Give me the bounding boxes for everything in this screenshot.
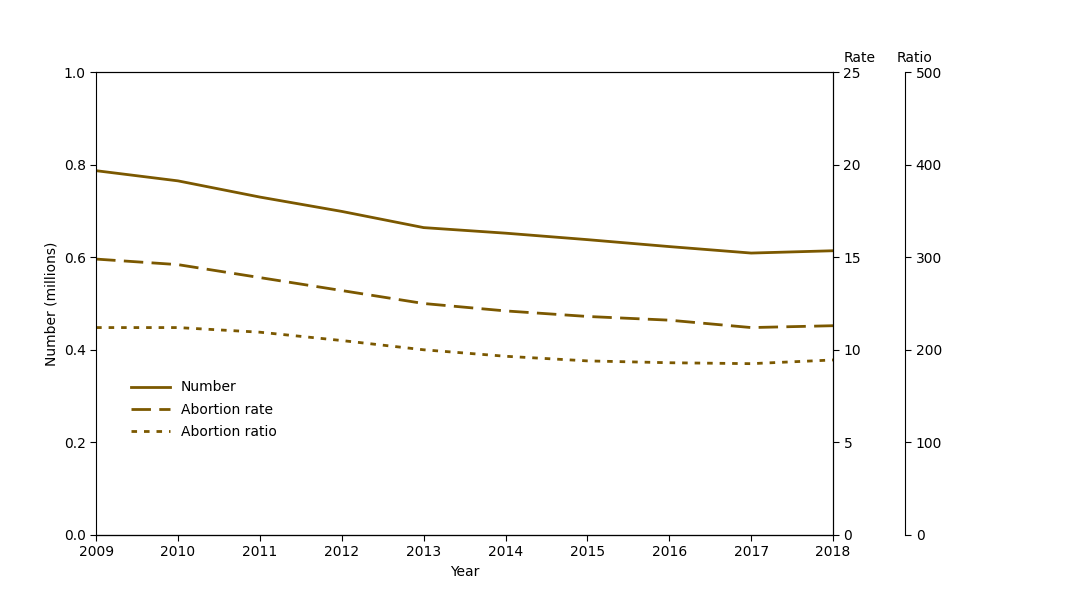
Text: Ratio: Ratio <box>897 51 932 65</box>
Y-axis label: Number (millions): Number (millions) <box>44 242 58 365</box>
Legend: Number, Abortion rate, Abortion ratio: Number, Abortion rate, Abortion ratio <box>125 375 282 445</box>
X-axis label: Year: Year <box>450 565 480 579</box>
Text: Rate: Rate <box>844 51 876 65</box>
